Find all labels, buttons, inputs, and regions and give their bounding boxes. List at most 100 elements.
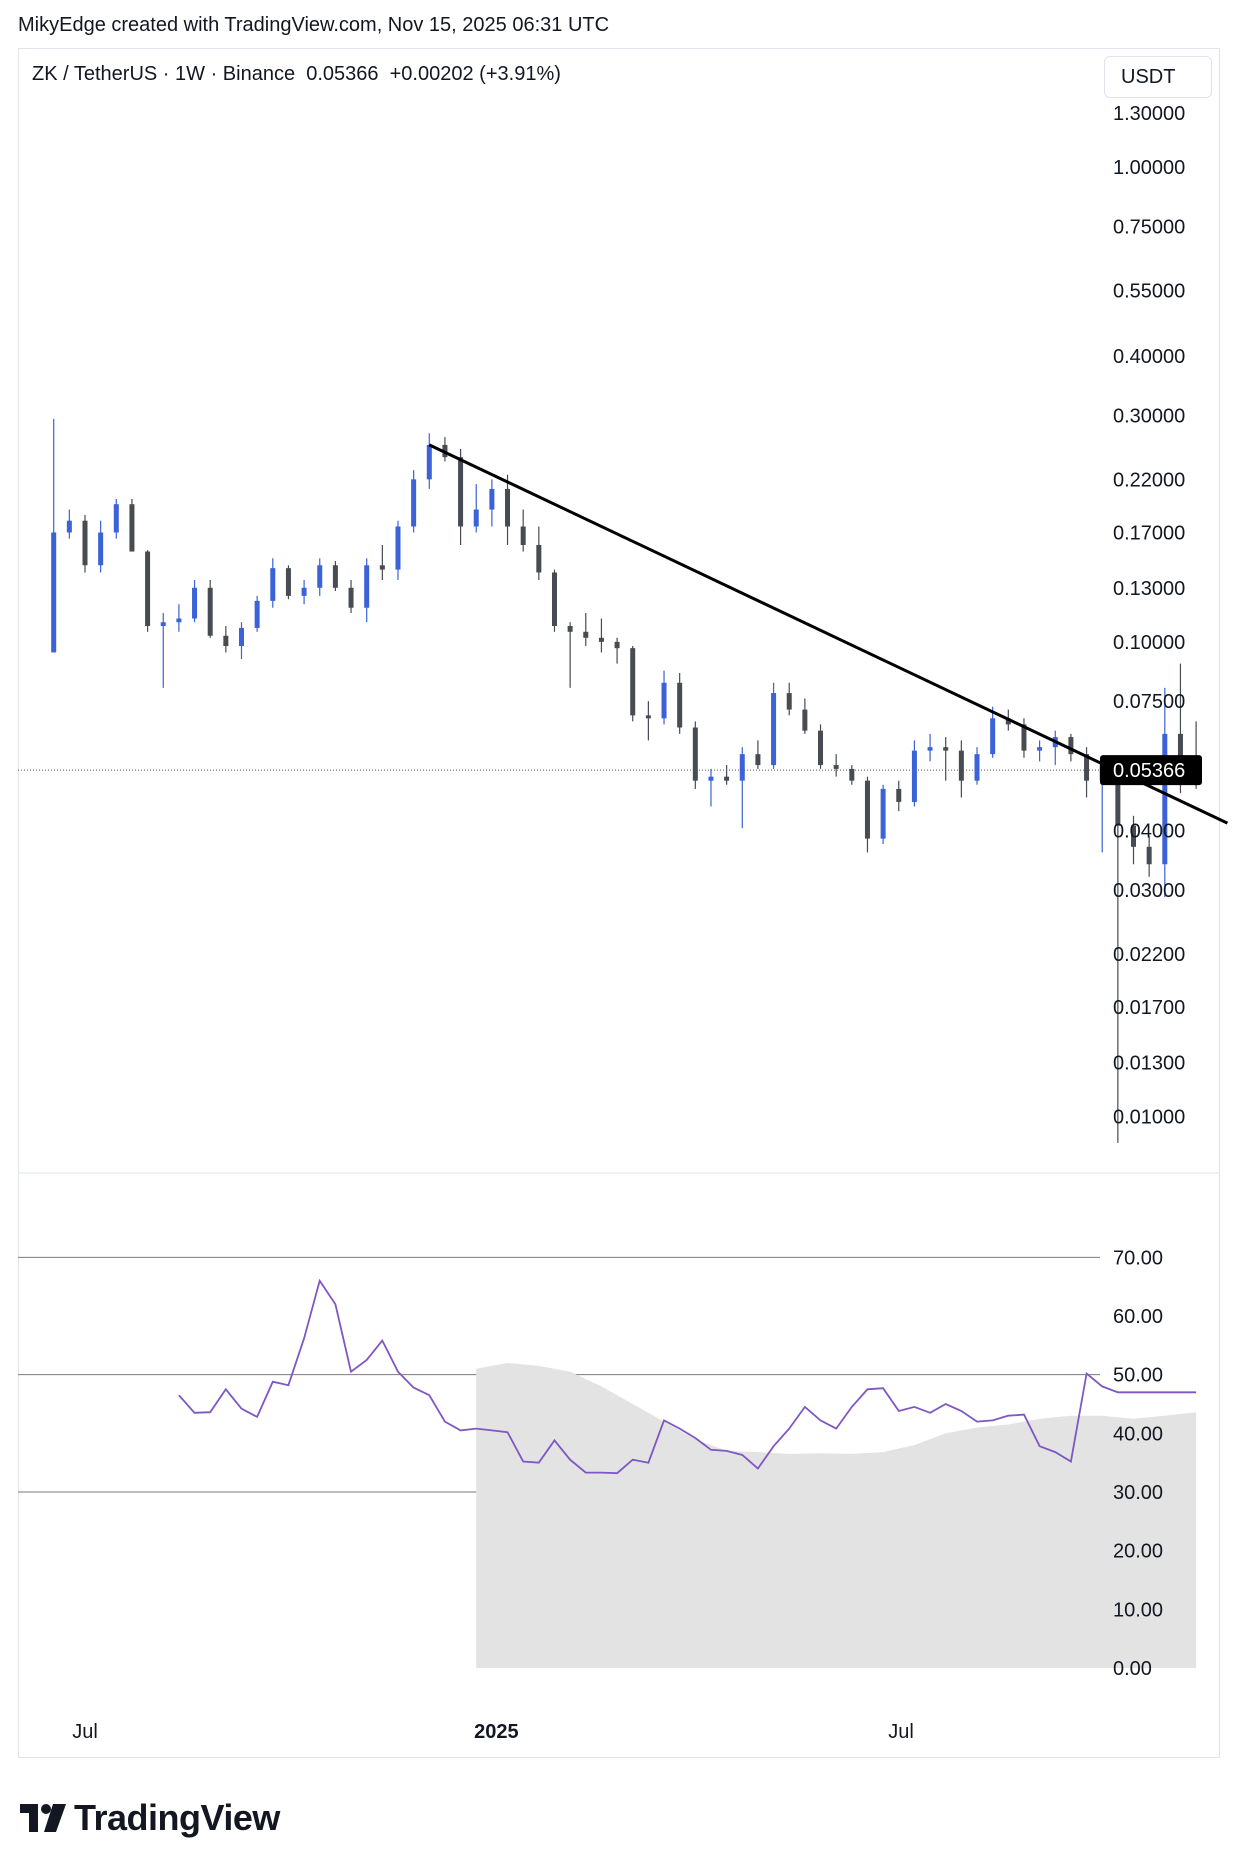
candle-body xyxy=(176,618,182,623)
candle[interactable] xyxy=(442,437,448,462)
candle[interactable] xyxy=(411,470,417,533)
candle-body xyxy=(1177,733,1183,762)
rsi-line[interactable] xyxy=(178,1278,1197,1475)
candle-body xyxy=(771,693,777,766)
candle[interactable] xyxy=(207,580,213,638)
candle-body xyxy=(880,788,886,839)
candle[interactable] xyxy=(990,706,996,758)
candle-body xyxy=(974,754,980,781)
candle[interactable] xyxy=(520,509,526,552)
candle[interactable] xyxy=(692,721,698,789)
candle[interactable] xyxy=(176,604,182,632)
last-price-label: 0.05366 xyxy=(1113,760,1185,782)
candle[interactable] xyxy=(254,595,260,632)
candle[interactable] xyxy=(317,558,323,596)
price-tick-label: 0.10000 xyxy=(1113,632,1185,654)
candle[interactable] xyxy=(755,740,761,769)
candle[interactable] xyxy=(771,682,777,769)
candle[interactable] xyxy=(958,740,964,798)
candle[interactable] xyxy=(473,484,479,533)
candle[interactable] xyxy=(113,498,119,539)
candle[interactable] xyxy=(379,544,385,581)
candle[interactable] xyxy=(1115,757,1121,1143)
candle-body xyxy=(254,600,260,628)
candle[interactable] xyxy=(849,765,855,785)
candle-body xyxy=(520,526,526,545)
candle[interactable] xyxy=(348,580,354,614)
candle[interactable] xyxy=(911,740,917,807)
candle[interactable] xyxy=(129,498,135,552)
candle-body xyxy=(864,780,870,839)
candle[interactable] xyxy=(1021,718,1027,758)
candle[interactable] xyxy=(1131,815,1137,865)
candle[interactable] xyxy=(724,765,730,785)
candle[interactable] xyxy=(238,622,244,660)
candle[interactable] xyxy=(661,670,667,725)
candle[interactable] xyxy=(1052,730,1058,766)
candle[interactable] xyxy=(583,613,589,647)
symbol-exchange: Binance xyxy=(222,63,296,85)
candle-body xyxy=(1131,825,1137,847)
candle[interactable] xyxy=(364,558,370,623)
candle[interactable] xyxy=(739,747,745,829)
price-tick-label: 0.17000 xyxy=(1113,522,1185,544)
candle[interactable] xyxy=(301,580,307,605)
candle[interactable] xyxy=(426,433,432,489)
candle[interactable] xyxy=(332,561,338,591)
symbol-interval[interactable]: 1W xyxy=(175,63,206,85)
candle[interactable] xyxy=(802,698,808,734)
candle[interactable] xyxy=(630,646,636,722)
candle[interactable] xyxy=(98,520,104,573)
candle[interactable] xyxy=(551,569,557,632)
candle-body xyxy=(990,718,996,755)
candle-body xyxy=(818,730,824,766)
candle[interactable] xyxy=(1146,835,1152,877)
currency-unit-button[interactable]: USDT xyxy=(1104,56,1212,98)
candle[interactable] xyxy=(786,682,792,716)
candle-body xyxy=(489,488,495,510)
symbol-pair[interactable]: ZK / TetherUS xyxy=(32,63,158,85)
candle-body xyxy=(536,544,542,573)
tradingview-logo-icon xyxy=(20,1804,66,1832)
candle[interactable] xyxy=(192,580,198,623)
candle-body xyxy=(1068,737,1074,755)
candle[interactable] xyxy=(896,780,902,812)
candle[interactable] xyxy=(82,515,88,573)
candle[interactable] xyxy=(505,474,511,545)
candle-body xyxy=(51,532,57,653)
candle[interactable] xyxy=(833,754,839,777)
candle[interactable] xyxy=(974,747,980,785)
candle[interactable] xyxy=(927,733,933,762)
candle[interactable] xyxy=(614,637,620,664)
candle[interactable] xyxy=(270,558,276,608)
candle[interactable] xyxy=(285,565,291,600)
symbol-change: +0.00202 xyxy=(389,63,474,85)
candle-body xyxy=(505,488,511,527)
candle[interactable] xyxy=(943,737,949,781)
candle[interactable] xyxy=(536,526,542,581)
candle-body xyxy=(317,565,323,588)
candle[interactable] xyxy=(677,672,683,734)
candle[interactable] xyxy=(1037,740,1043,762)
candle-body xyxy=(724,776,730,781)
candle[interactable] xyxy=(223,626,229,653)
trendline[interactable] xyxy=(428,443,1229,825)
candle[interactable] xyxy=(66,509,72,539)
candle[interactable] xyxy=(864,776,870,853)
tradingview-logo[interactable]: TradingView xyxy=(20,1797,280,1838)
candle[interactable] xyxy=(645,701,651,741)
candle[interactable] xyxy=(458,448,464,545)
price-tick-label: 0.01000 xyxy=(1113,1106,1185,1128)
candle[interactable] xyxy=(51,418,57,653)
candle[interactable] xyxy=(489,479,495,527)
candle[interactable] xyxy=(567,622,573,688)
candle[interactable] xyxy=(598,618,604,653)
candle[interactable] xyxy=(818,724,824,769)
candle[interactable] xyxy=(395,520,401,581)
symbol-change-pct: (+3.91%) xyxy=(479,63,561,85)
candle[interactable] xyxy=(708,768,714,807)
candle[interactable] xyxy=(145,550,151,632)
candle[interactable] xyxy=(880,784,886,845)
candle[interactable] xyxy=(160,613,166,688)
